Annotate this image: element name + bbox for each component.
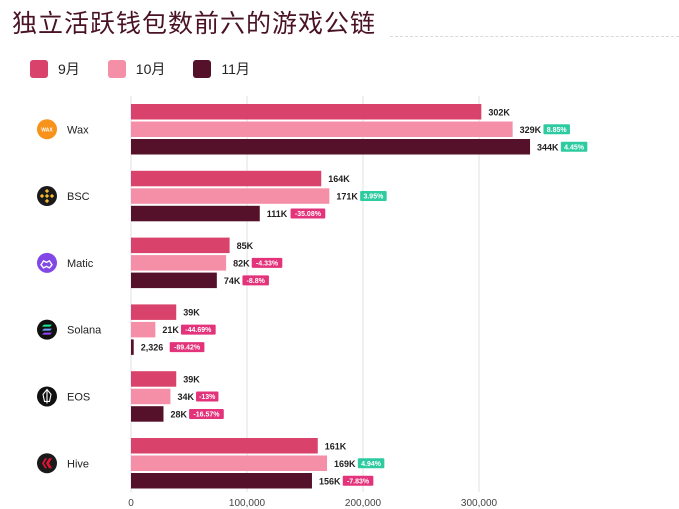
- platform-label: BSC: [67, 191, 90, 203]
- title-rule: [390, 36, 679, 37]
- legend-swatch-sep: [30, 60, 48, 78]
- change-badge: [180, 324, 216, 335]
- data-label: 74K: [224, 276, 241, 286]
- bar: [131, 339, 134, 355]
- bar: [131, 272, 217, 289]
- change-badge-label: 4.94%: [361, 461, 382, 468]
- bar: [131, 139, 531, 155]
- hive-logo-icon: [37, 453, 57, 474]
- legend-swatch-oct: [107, 60, 126, 78]
- data-label: 161K: [325, 441, 347, 451]
- bar: [131, 371, 177, 387]
- platform-label: Wax: [67, 124, 89, 136]
- change-badge-label: -13%: [199, 394, 216, 401]
- x-tick-label: 0: [128, 498, 134, 509]
- bar: [131, 104, 482, 120]
- change-badge: [357, 458, 385, 469]
- eos-logo-icon: [37, 386, 57, 407]
- data-label: 2,326: [141, 343, 164, 353]
- change-badge: [251, 257, 283, 268]
- bar: [131, 237, 230, 254]
- bar: [131, 304, 177, 320]
- data-label: 344K: [537, 142, 559, 152]
- change-badge: [242, 275, 269, 286]
- chart-legend: 9月 10月 11月: [30, 59, 278, 79]
- platform-label: EOS: [67, 391, 90, 403]
- solana-logo-icon: [37, 319, 57, 340]
- bar: [131, 438, 318, 454]
- data-label: 156K: [319, 476, 341, 486]
- platform-label: Matic: [67, 258, 94, 270]
- bar: [131, 205, 260, 222]
- x-tick-label: 200,000: [345, 498, 382, 509]
- change-badge-label: 8.85%: [547, 127, 568, 134]
- legend-item-sep: 9月: [30, 59, 80, 79]
- change-badge-label: -8.8%: [247, 278, 266, 285]
- wax-logo-icon: WAX: [37, 119, 57, 140]
- bar: [131, 406, 164, 422]
- legend-label-nov: 11月: [221, 61, 250, 77]
- legend-item-nov: 11月: [193, 59, 250, 79]
- bar: [131, 473, 312, 489]
- platform-label: Hive: [67, 458, 89, 470]
- data-label: 169K: [334, 459, 356, 469]
- change-badge-label: 3.95%: [363, 194, 384, 201]
- change-badge: [360, 191, 387, 202]
- change-badge: [189, 408, 224, 419]
- data-label: 39K: [183, 374, 200, 384]
- bar: [131, 121, 513, 137]
- change-badge-label: -4.33%: [256, 260, 279, 267]
- bar: [131, 170, 322, 187]
- x-tick-label: 300,000: [461, 498, 498, 509]
- data-label: 82K: [233, 258, 250, 268]
- change-badge-label: -89.42%: [174, 345, 201, 352]
- change-badge: [290, 208, 326, 219]
- legend-label-oct: 10月: [135, 61, 166, 77]
- bar: [131, 255, 227, 271]
- data-label: 171K: [336, 192, 358, 202]
- legend-item-oct: 10月: [107, 59, 166, 79]
- change-badge: [560, 141, 588, 152]
- bar: [131, 455, 328, 471]
- change-badge-label: 4.45%: [564, 144, 585, 151]
- x-tick-label: 100,000: [229, 498, 266, 509]
- legend-label-sep: 9月: [58, 61, 80, 77]
- bsc-logo-icon: [37, 186, 57, 207]
- bar: [131, 188, 330, 204]
- change-badge-label: -44.69%: [185, 327, 212, 334]
- change-badge: [543, 124, 570, 135]
- data-label: 85K: [237, 241, 254, 251]
- change-badge-label: -7.83%: [347, 478, 370, 485]
- bar: [131, 388, 171, 405]
- data-label: 34K: [177, 392, 194, 402]
- change-badge: [196, 391, 219, 402]
- data-label: 111K: [267, 209, 288, 219]
- svg-text:WAX: WAX: [41, 127, 53, 133]
- change-badge: [169, 342, 205, 353]
- matic-logo-icon: [37, 252, 57, 273]
- change-badge: [342, 475, 374, 486]
- platform-label: Solana: [67, 325, 102, 337]
- data-label: 329K: [520, 125, 542, 135]
- chart-title: 独立活跃钱包数前六的游戏公链: [12, 9, 377, 38]
- bar: [131, 321, 156, 338]
- data-label: 28K: [170, 409, 187, 419]
- change-badge-label: -35.08%: [295, 211, 322, 218]
- data-label: 164K: [328, 174, 350, 184]
- data-label: 39K: [183, 308, 200, 318]
- data-label: 302K: [488, 107, 510, 117]
- legend-swatch-nov: [193, 60, 212, 78]
- change-badge-label: -16.57%: [193, 411, 220, 418]
- data-label: 21K: [162, 325, 179, 335]
